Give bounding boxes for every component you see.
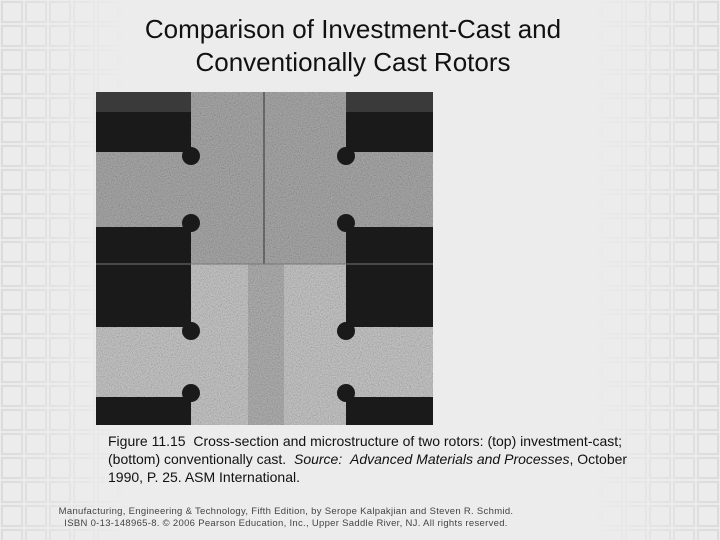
footer-line: ISBN 0-13-148965-8. © 2006 Pearson Educa… bbox=[64, 518, 508, 529]
title-line: Comparison of Investment-Cast and bbox=[144, 14, 562, 44]
caption-segment bbox=[342, 451, 350, 467]
caption-segment: , October 1990, P. 25. ASM International… bbox=[108, 451, 631, 485]
figure-caption: Figure 11.15 Cross-section and microstru… bbox=[108, 432, 648, 486]
caption-segment: Advanced Materials and Processes bbox=[350, 451, 570, 467]
rotor-photo bbox=[96, 92, 433, 425]
caption-segment: Source: bbox=[293, 451, 343, 467]
footer-line: Manufacturing, Engineering & Technology,… bbox=[58, 506, 514, 517]
title-line: Conventionally Cast Rotors bbox=[195, 47, 511, 77]
caption-segment: Figure 11.15 Cross-section and microstru… bbox=[108, 433, 626, 467]
